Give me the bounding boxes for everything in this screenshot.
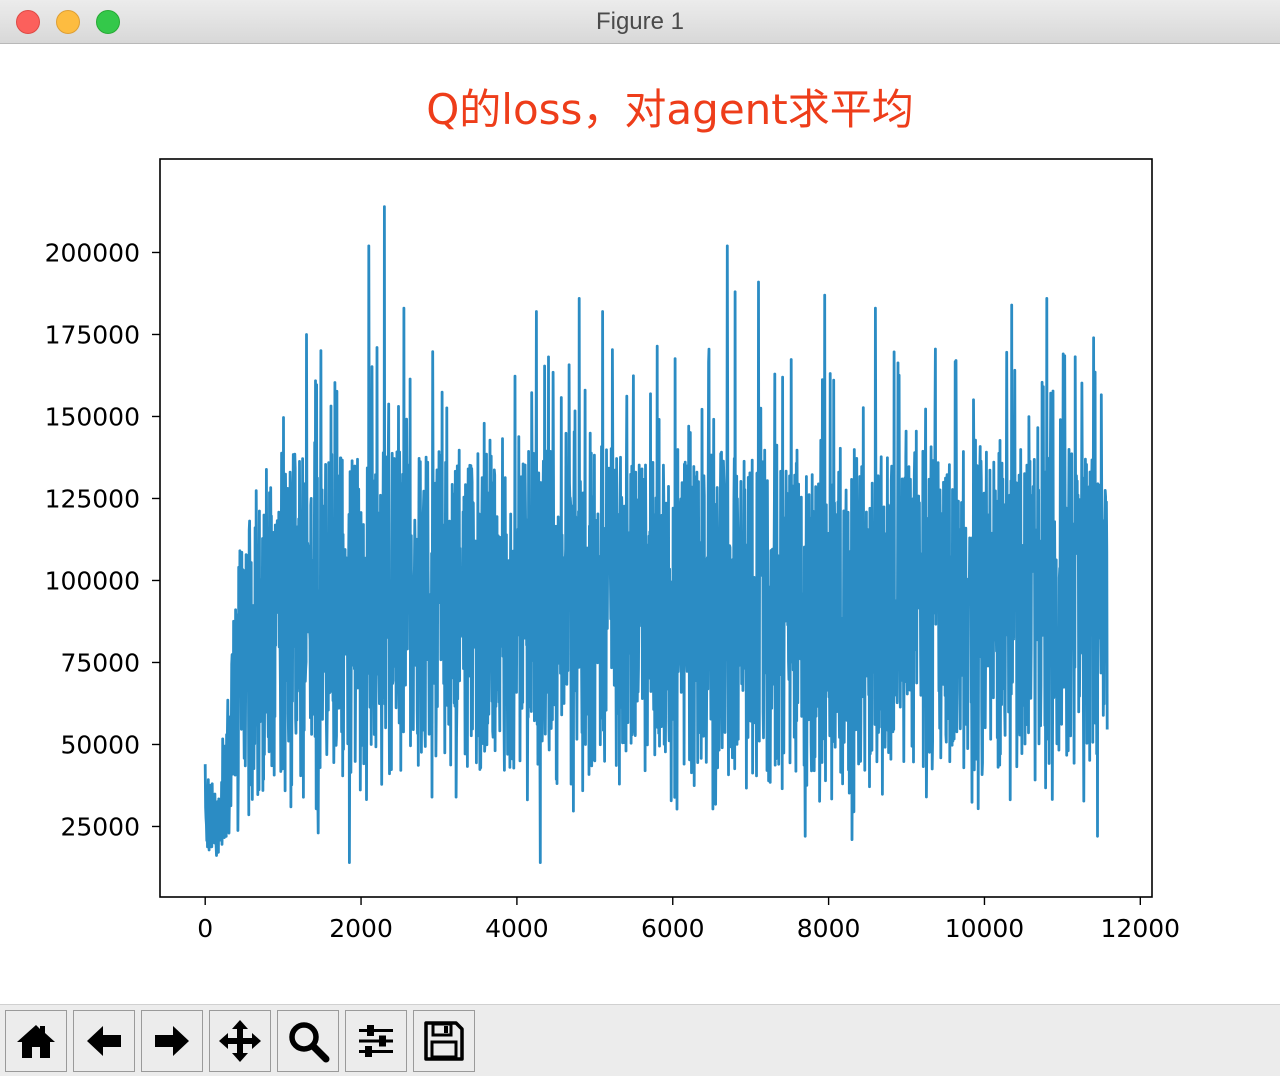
sliders-icon: [359, 1025, 393, 1057]
x-tick-label: 10000: [945, 914, 1025, 943]
y-tick-label: 100000: [45, 566, 140, 595]
zoom-button[interactable]: [277, 1010, 339, 1072]
y-tick-label: 50000: [60, 730, 140, 759]
arrow-left-icon: [87, 1026, 121, 1056]
move-icon: [219, 1020, 261, 1062]
y-tick-label: 75000: [60, 648, 140, 677]
window-title: Figure 1: [595, 8, 685, 35]
loss-series-line: [203, 205, 1109, 864]
home-icon: [17, 1025, 55, 1058]
x-tick-label: 4000: [485, 914, 549, 943]
save-button[interactable]: [413, 1010, 475, 1072]
arrow-right-icon: [155, 1026, 189, 1056]
back-button[interactable]: [73, 1010, 135, 1072]
magnifier-icon: [289, 1022, 330, 1063]
y-tick-label: 175000: [45, 320, 140, 349]
window-titlebar: Figure 1: [0, 0, 1280, 44]
y-tick-label: 150000: [45, 402, 140, 431]
pan-button[interactable]: [209, 1010, 271, 1072]
line-chart: Q的loss，对agent求平均 0 2000 4000 6000 8000 10000 12…: [45, 85, 1181, 943]
home-button[interactable]: [5, 1010, 67, 1072]
y-tick-label: 25000: [60, 812, 140, 841]
configure-subplots-button[interactable]: [345, 1010, 407, 1072]
close-window-button[interactable]: [16, 10, 40, 34]
x-tick-label: 12000: [1101, 914, 1181, 943]
x-tick-label: 2000: [329, 914, 393, 943]
x-tick-label: 8000: [797, 914, 861, 943]
floppy-disk-icon: [424, 1021, 464, 1061]
navigation-toolbar: [0, 1004, 1280, 1076]
figure-canvas[interactable]: Q的loss，对agent求平均 0 2000 4000 6000 8000 10000 12…: [0, 44, 1280, 1004]
y-tick-label: 125000: [45, 484, 140, 513]
chart-title: Q的loss，对agent求平均: [426, 85, 914, 134]
minimize-window-button[interactable]: [56, 10, 80, 34]
y-tick-label: 200000: [45, 238, 140, 267]
x-tick-label: 6000: [641, 914, 705, 943]
x-tick-label: 0: [197, 914, 213, 943]
axes-frame: [159, 158, 1153, 898]
forward-button[interactable]: [141, 1010, 203, 1072]
maximize-window-button[interactable]: [96, 10, 120, 34]
